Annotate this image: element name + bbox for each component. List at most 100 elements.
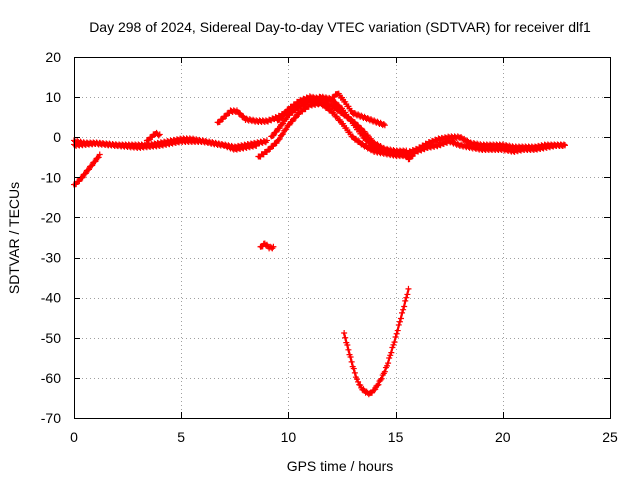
- data-point: [76, 178, 83, 185]
- data-point: [357, 382, 364, 389]
- data-point: [355, 378, 362, 385]
- data-point: [378, 375, 385, 382]
- data-point: [345, 346, 352, 353]
- data-point: [263, 137, 270, 144]
- x-tick-label: 10: [281, 429, 297, 445]
- axis-ticks: [74, 57, 611, 419]
- data-point: [95, 154, 102, 161]
- series-mid-cluster: [257, 240, 277, 252]
- data-point: [350, 365, 357, 372]
- data-point: [381, 368, 388, 375]
- data-point: [273, 128, 280, 135]
- data-point: [280, 120, 287, 127]
- data-point: [276, 116, 283, 123]
- x-axis-title: GPS time / hours: [287, 458, 394, 474]
- data-point: [397, 315, 404, 322]
- data-point: [278, 121, 285, 128]
- data-point: [283, 126, 290, 133]
- y-tick-label: -20: [41, 209, 61, 225]
- data-point: [347, 354, 354, 361]
- y-tick-label: 10: [45, 89, 61, 105]
- series-tail-b: [403, 137, 568, 160]
- tick-labels: 0 5 10 15 20 25 20 10 0 -10 -20 -30 -40 -50 -60 -70: [41, 49, 618, 445]
- data-point: [92, 158, 99, 165]
- data-point: [403, 294, 410, 301]
- data-point: [390, 341, 397, 348]
- data-point: [380, 120, 387, 127]
- data-point: [270, 243, 277, 250]
- x-tick-label: 0: [70, 429, 78, 445]
- data-point: [388, 349, 395, 356]
- data-point: [394, 327, 401, 334]
- data-point: [283, 115, 290, 122]
- series-early-drop: [71, 151, 103, 188]
- data-point: [283, 109, 290, 116]
- data-point: [156, 131, 163, 138]
- y-tick-label: 0: [53, 129, 61, 145]
- chart-title: Day 298 of 2024, Sidereal Day-to-day VTE…: [89, 19, 591, 35]
- data-point: [253, 143, 260, 150]
- x-tick-label: 5: [177, 429, 185, 445]
- data-point: [86, 166, 93, 173]
- data-point: [289, 118, 296, 125]
- data-point: [402, 297, 409, 304]
- data-point: [395, 321, 402, 328]
- series-deep-dip: [341, 285, 412, 398]
- data-point: [560, 141, 567, 148]
- data-point: [354, 376, 361, 383]
- data-point: [155, 132, 162, 139]
- data-point: [342, 334, 349, 341]
- data-point: [405, 285, 412, 292]
- data-point: [372, 386, 379, 393]
- data-point: [96, 151, 103, 158]
- data-point: [348, 358, 355, 365]
- data-point: [377, 376, 384, 383]
- x-tick-label: 25: [602, 429, 618, 445]
- data-point: [386, 355, 393, 362]
- series-tail-dip: [401, 149, 416, 163]
- data-point: [82, 170, 89, 177]
- data-point: [389, 344, 396, 351]
- data-point: [278, 131, 285, 138]
- data-point: [280, 131, 287, 138]
- data-point: [276, 124, 283, 131]
- data-point: [280, 112, 287, 119]
- series-baseline-b: [71, 137, 260, 153]
- y-tick-label: 20: [45, 49, 61, 65]
- data-point: [396, 318, 403, 325]
- y-tick-label: -70: [41, 410, 61, 426]
- data-point: [393, 330, 400, 337]
- data-point: [344, 342, 351, 348]
- data-point: [392, 333, 399, 340]
- data-point: [404, 291, 411, 298]
- data-point: [270, 132, 277, 139]
- data-point: [391, 339, 398, 346]
- data-point: [381, 122, 388, 129]
- y-tick-label: -30: [41, 250, 61, 266]
- data-point: [400, 306, 407, 313]
- data-point: [341, 329, 348, 336]
- data-point: [79, 174, 86, 181]
- data-point: [273, 140, 280, 147]
- y-tick-label: -50: [41, 330, 61, 346]
- data-point: [286, 121, 293, 128]
- data-point: [399, 309, 406, 316]
- data-point: [275, 136, 282, 143]
- y-tick-label: -40: [41, 290, 61, 306]
- data-point: [276, 135, 283, 142]
- data-point: [375, 381, 382, 388]
- data-point: [387, 352, 394, 359]
- x-tick-label: 20: [495, 429, 511, 445]
- y-axis-title: SDTVAR / TECUs: [6, 182, 22, 294]
- series-group: [71, 90, 568, 398]
- series-early-spike: [143, 129, 163, 144]
- series-hump-d: [274, 90, 388, 129]
- data-point: [401, 303, 408, 310]
- data-point: [561, 142, 568, 149]
- y-tick-label: -10: [41, 169, 61, 185]
- plot-frame: [74, 57, 611, 419]
- data-point: [89, 162, 96, 169]
- data-point: [292, 114, 299, 121]
- data-point: [282, 127, 289, 134]
